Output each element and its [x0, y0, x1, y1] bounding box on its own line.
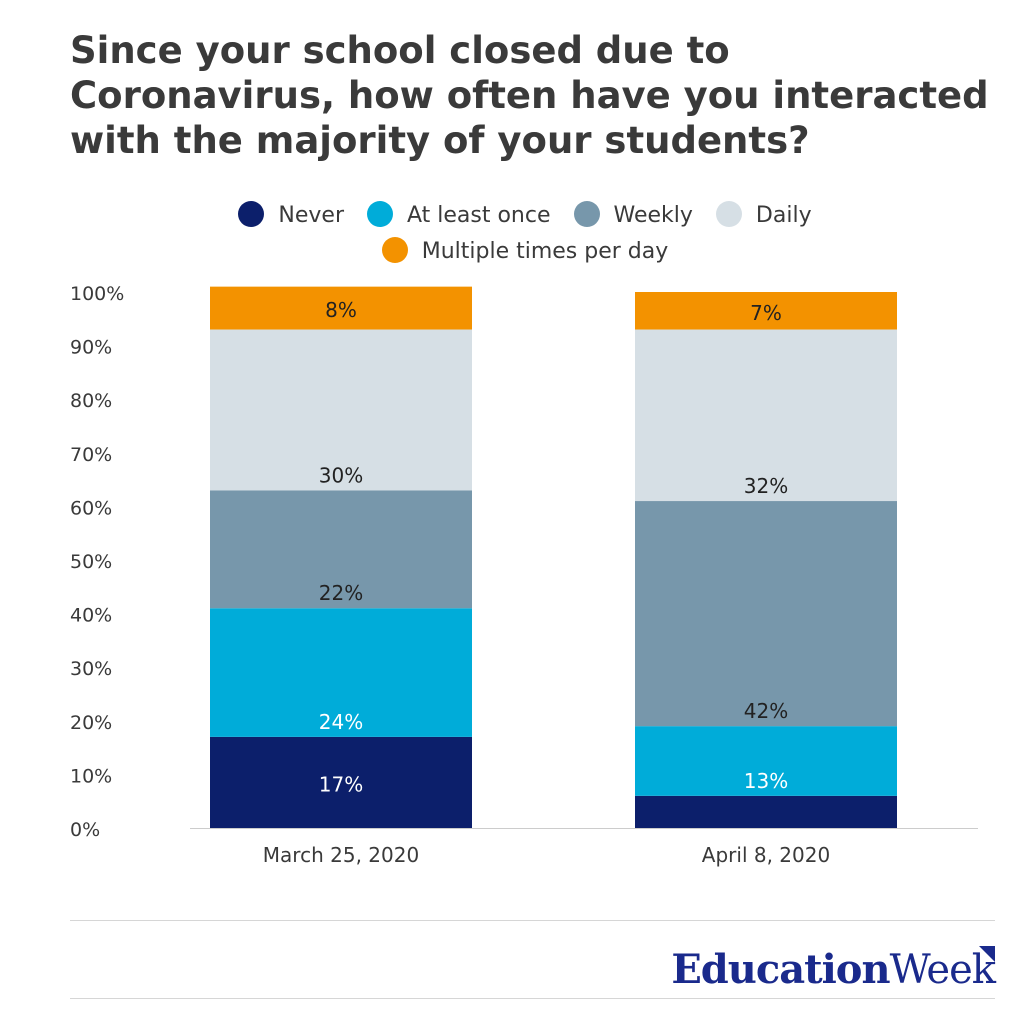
legend-label-never: Never — [278, 203, 344, 228]
y-tick-label: 10% — [70, 765, 112, 787]
legend-label-daily: Daily — [755, 203, 812, 228]
data-label: 13% — [744, 769, 788, 793]
legend-label-weekly: Weekly — [613, 203, 693, 228]
y-tick-label: 0% — [70, 819, 100, 841]
y-tick-label: 100% — [70, 283, 124, 305]
legend-item-at-least-once: At least once — [366, 198, 551, 234]
legend-item-daily: Daily — [715, 198, 812, 234]
data-label: 30% — [319, 463, 363, 487]
legend-swatch-at-least-once — [366, 201, 393, 227]
legend-label-at-least-once: At least once — [406, 203, 551, 228]
bar-segment-multiple-times-per-day — [210, 286, 472, 330]
bar-segment-daily — [210, 329, 472, 491]
logo-week: Week — [889, 947, 996, 993]
legend-row-2: Multiple times per day — [70, 234, 980, 270]
legend-swatch-multiple-times-per-day — [381, 237, 408, 263]
legend-swatch-daily — [715, 201, 742, 227]
bar-segment-at-least-once — [635, 726, 897, 796]
chart-title: Since your school closed due to Coronavi… — [70, 29, 989, 162]
data-label: 22% — [319, 581, 363, 605]
footer-divider-top — [70, 920, 995, 921]
y-tick-label: 50% — [70, 551, 112, 573]
legend: Never At least once Weekly Daily Multipl… — [70, 198, 980, 270]
data-label: 8% — [325, 298, 357, 322]
logo-corner-mark — [979, 946, 995, 962]
bar-segment-multiple-times-per-day — [635, 292, 897, 330]
data-label: 7% — [750, 301, 782, 325]
y-tick-label: 40% — [70, 605, 112, 627]
legend-item-multiple-times-per-day: Multiple times per day — [381, 234, 669, 270]
y-tick-label: 70% — [70, 444, 112, 466]
legend-swatch-never — [238, 201, 265, 227]
logo-education: Education — [671, 946, 890, 993]
y-tick-label: 60% — [70, 497, 112, 519]
footer-divider-bottom — [70, 998, 995, 999]
data-label: 32% — [744, 474, 788, 498]
legend-item-weekly: Weekly — [573, 198, 693, 234]
bar-segment-never — [210, 736, 472, 828]
data-label: 24% — [319, 710, 363, 734]
bar-segment-weekly — [210, 490, 472, 609]
data-label: 42% — [744, 699, 788, 723]
x-tick-label: March 25, 2020 — [263, 843, 419, 867]
legend-item-never: Never — [238, 198, 344, 234]
bar-segment-daily — [635, 329, 897, 502]
y-tick-label: 90% — [70, 337, 112, 359]
bar-segment-at-least-once — [210, 608, 472, 737]
y-tick-label: 30% — [70, 658, 112, 680]
y-tick-label: 80% — [70, 390, 112, 412]
x-tick-label: April 8, 2020 — [702, 843, 830, 867]
legend-swatch-weekly — [573, 201, 600, 227]
y-tick-label: 20% — [70, 712, 112, 734]
legend-row-1: Never At least once Weekly Daily — [70, 198, 980, 234]
data-label: 17% — [319, 772, 363, 796]
legend-label-multiple-times-per-day: Multiple times per day — [421, 239, 669, 264]
educationweek-logo: EducationWeek — [671, 946, 996, 993]
bar-segment-never — [635, 795, 897, 828]
bar-segment-weekly — [635, 501, 897, 727]
